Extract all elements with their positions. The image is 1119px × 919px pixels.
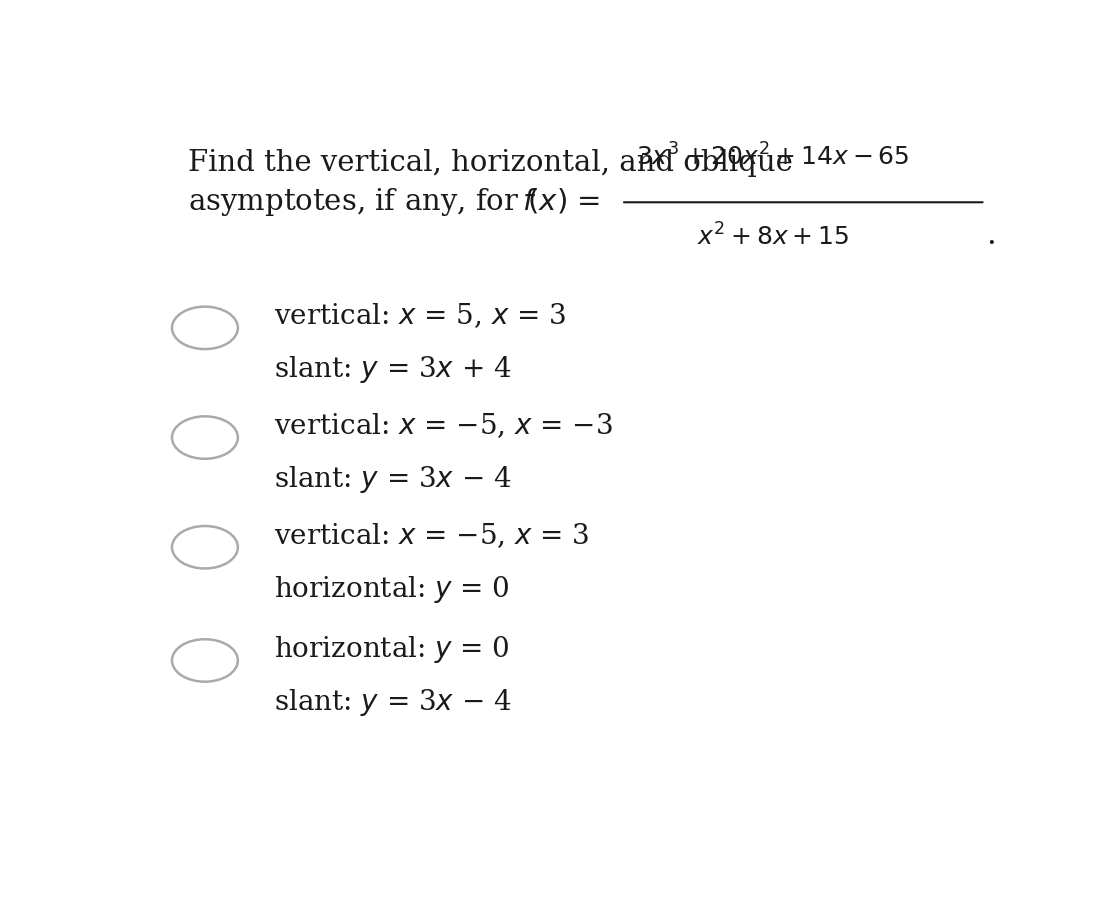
Text: vertical: $x$ = 5, $x$ = 3: vertical: $x$ = 5, $x$ = 3 <box>274 301 566 330</box>
Text: slant: $y$ = 3$x$ − 4: slant: $y$ = 3$x$ − 4 <box>274 687 511 718</box>
Text: horizontal: $y$ = 0: horizontal: $y$ = 0 <box>274 573 510 605</box>
Text: vertical: $x$ = −5, $x$ = 3: vertical: $x$ = −5, $x$ = 3 <box>274 521 590 550</box>
Text: horizontal: $y$ = 0: horizontal: $y$ = 0 <box>274 634 510 665</box>
Text: $x^2 + 8x + 15$: $x^2 + 8x + 15$ <box>697 223 849 251</box>
Text: Find the vertical, horizontal, and oblique: Find the vertical, horizontal, and obliq… <box>188 149 792 177</box>
Text: slant: $y$ = 3$x$ + 4: slant: $y$ = 3$x$ + 4 <box>274 355 511 385</box>
Text: vertical: $x$ = −5, $x$ = −3: vertical: $x$ = −5, $x$ = −3 <box>274 411 613 440</box>
Text: .: . <box>986 220 996 251</box>
Text: slant: $y$ = 3$x$ − 4: slant: $y$ = 3$x$ − 4 <box>274 464 511 495</box>
Text: asymptotes, if any, for$\,f\!\left(x\right)$ =: asymptotes, if any, for$\,f\!\left(x\rig… <box>188 187 600 219</box>
Text: $3x^3 + 20x^2 + 14x - 65$: $3x^3 + 20x^2 + 14x - 65$ <box>637 143 910 170</box>
